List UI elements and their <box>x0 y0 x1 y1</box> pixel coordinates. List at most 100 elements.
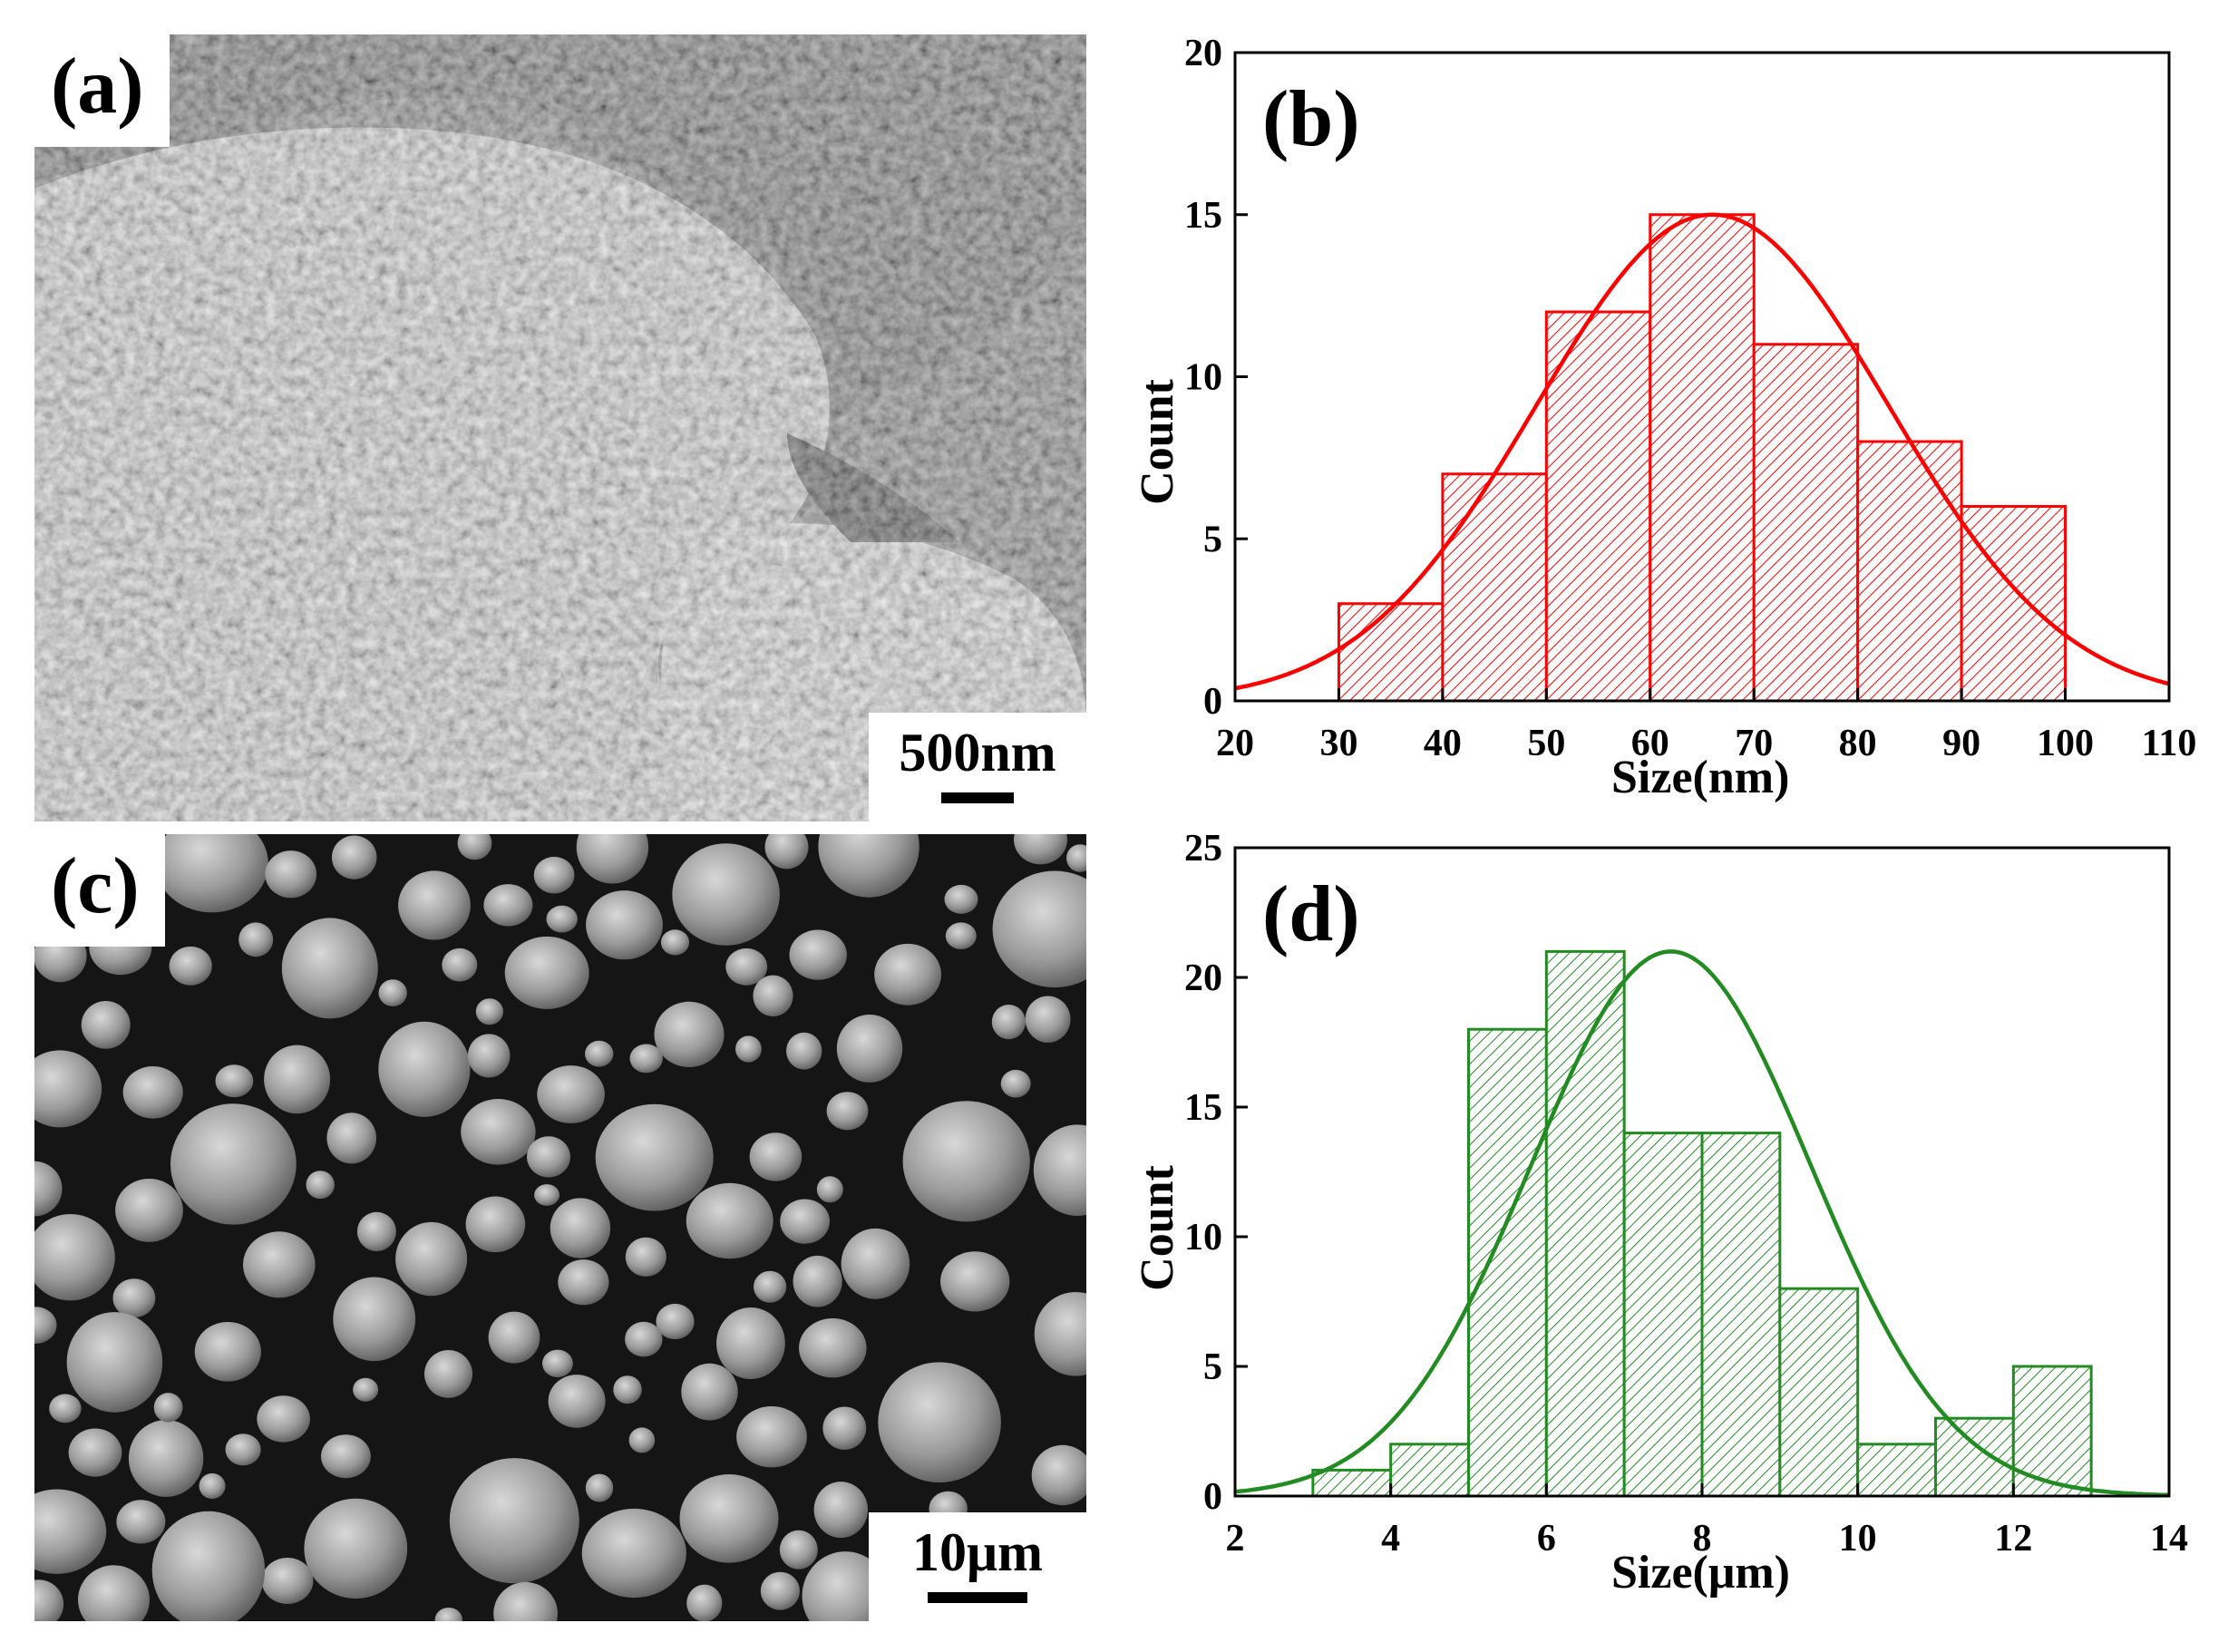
histogram-bar <box>1649 213 1756 703</box>
sem-particle <box>550 1198 611 1258</box>
x-tick-label: 30 <box>1319 723 1357 764</box>
y-tick-label: 15 <box>1184 195 1222 237</box>
x-tick-label: 110 <box>2142 723 2197 764</box>
sem-particle <box>378 1021 471 1117</box>
sem-particle <box>793 1255 842 1307</box>
sem-particle <box>115 1179 183 1242</box>
x-axis-title-d: Size(μm) <box>1611 1547 1790 1599</box>
scale-bar-label-a: 500nm <box>899 723 1056 782</box>
y-tick-label: 15 <box>1184 1087 1222 1129</box>
sem-particle <box>356 1211 396 1251</box>
gaussian-fit-curve <box>1234 949 2170 1498</box>
x-tick-label: 8 <box>1693 1518 1712 1560</box>
sem-particle <box>902 1101 1030 1222</box>
sem-particle <box>940 1251 1010 1312</box>
sem-particle <box>68 1428 122 1477</box>
x-tick-label: 40 <box>1424 723 1462 764</box>
sem-particle <box>34 1307 57 1344</box>
sem-particle <box>116 1500 166 1544</box>
sem-particle <box>878 1362 1001 1482</box>
sem-particle <box>760 1571 801 1610</box>
x-tick-label: 80 <box>1839 723 1877 764</box>
sem-particle <box>799 1318 867 1378</box>
sem-particle <box>504 936 589 1009</box>
histogram-bar <box>1441 472 1548 703</box>
sem-particle <box>483 884 533 927</box>
x-tick-label: 14 <box>2150 1518 2188 1560</box>
sem-particle <box>333 1277 416 1362</box>
histogram-bar <box>1934 1416 2015 1498</box>
sem-particle <box>780 1199 830 1244</box>
sem-particle <box>558 1259 609 1306</box>
histogram-bar <box>1856 1443 1938 1498</box>
histogram-bar <box>1752 343 1860 703</box>
sem-particle <box>306 1171 335 1200</box>
sem-particle <box>1066 844 1086 872</box>
sem-texture-a <box>34 34 1086 821</box>
sem-particle <box>449 1458 579 1584</box>
sem-particle <box>749 1132 803 1181</box>
sem-particle <box>434 1608 462 1621</box>
sem-particle <box>686 1182 773 1259</box>
sem-particle <box>628 1427 656 1453</box>
scale-bar-c <box>928 1592 1027 1603</box>
x-axis-title-b: Size(nm) <box>1611 752 1790 803</box>
sem-particle <box>1025 996 1071 1043</box>
sem-particle <box>225 1433 261 1466</box>
sem-particle <box>475 998 503 1025</box>
sem-particle <box>398 870 471 940</box>
sem-particle <box>802 1551 890 1621</box>
sem-particle <box>465 1196 526 1253</box>
sem-particle <box>457 834 492 860</box>
histogram-plot-b: 20 30 40 50 60 70 80 90 100 110 0 5 10 15 20 <box>1184 34 2197 764</box>
sem-particle <box>836 1015 903 1083</box>
sem-particle <box>992 870 1086 988</box>
x-tick-label: 4 <box>1381 1518 1400 1560</box>
sem-particle <box>153 1393 183 1423</box>
y-tick-label: 5 <box>1203 519 1222 560</box>
scale-bar-box-a: 500nm <box>869 713 1086 821</box>
x-tick-label: 90 <box>1942 723 1980 764</box>
sem-particle <box>679 1474 779 1563</box>
sem-particle <box>625 1321 663 1357</box>
histogram-bar <box>1700 1132 1782 1498</box>
sem-particle <box>585 1473 614 1502</box>
sem-particle <box>826 1092 869 1131</box>
histogram-bar <box>1544 949 1626 1498</box>
scale-bar-label-c: 10μm <box>912 1522 1043 1582</box>
sem-particle <box>170 1103 297 1225</box>
sem-particle <box>169 946 212 986</box>
histogram-bar <box>1856 440 1963 703</box>
sem-image-a: (a) 500nm <box>34 34 1086 821</box>
histogram-chart-b: 20 30 40 50 60 70 80 90 100 110 0 5 10 15 20 (b) Size(… <box>1104 34 2228 832</box>
x-tick-label: 70 <box>1735 723 1773 764</box>
sem-particle <box>264 1045 331 1114</box>
sem-particle <box>461 1099 536 1165</box>
histogram-bar <box>1337 602 1445 703</box>
histogram-bar <box>1467 1027 1548 1498</box>
sem-particle <box>813 1482 868 1539</box>
sem-particle <box>656 1303 695 1340</box>
sem-particle <box>151 1511 266 1621</box>
histogram-plot-d: 2 4 6 8 10 12 14 0 5 10 15 20 25 <box>1184 830 2188 1560</box>
sem-particle <box>822 1406 867 1450</box>
x-tick-label: 50 <box>1527 723 1565 764</box>
y-axis-title-b: Count <box>1131 379 1183 505</box>
sem-particle <box>537 1065 605 1123</box>
sem-particle <box>613 1375 642 1404</box>
gaussian-fit-curve <box>1234 212 2170 691</box>
sem-particle <box>786 1032 822 1070</box>
sem-particle <box>585 1040 614 1067</box>
sem-particle <box>1031 1444 1086 1506</box>
sem-particle <box>261 1558 314 1604</box>
y-tick-label: 0 <box>1203 681 1222 723</box>
sem-particle <box>128 1420 204 1497</box>
sem-particle <box>874 943 941 1006</box>
x-tick-label: 100 <box>2037 723 2094 764</box>
sem-particle <box>753 975 793 1016</box>
y-tick-label: 20 <box>1184 34 1222 74</box>
sem-particle <box>331 835 377 879</box>
sem-particle <box>1014 834 1067 865</box>
panel-label-a: (a) <box>34 34 170 147</box>
sem-particle <box>672 843 780 946</box>
